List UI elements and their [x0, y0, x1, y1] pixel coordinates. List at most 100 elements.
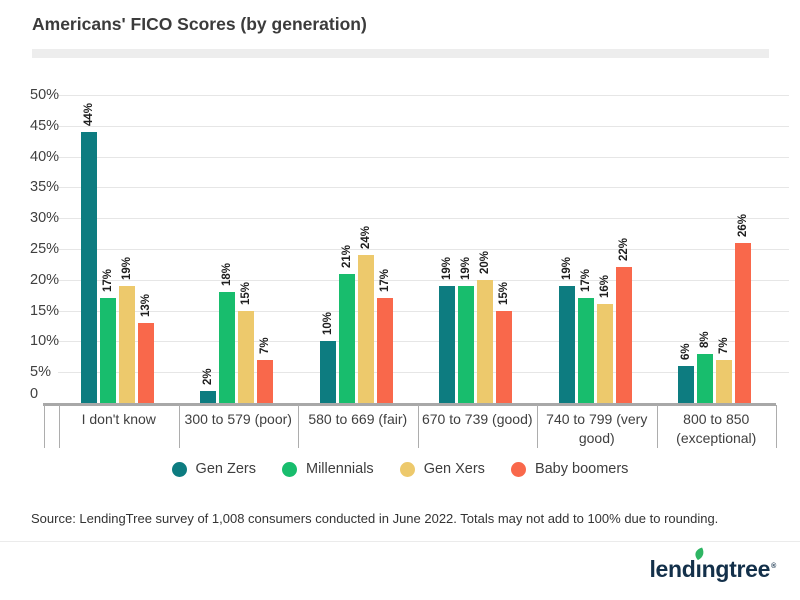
bar-value-label: 26%	[737, 213, 750, 237]
bar-gen-xers	[716, 359, 733, 403]
bar-value-label: 7%	[718, 337, 731, 354]
logo-text: lend	[649, 556, 696, 582]
bar-gen-zers	[80, 131, 97, 403]
legend-item-millennials: Millennials	[281, 461, 374, 477]
y-gridline	[58, 249, 789, 250]
x-axis-category-label: 300 to 579 (poor)	[184, 411, 292, 427]
bar-millennials	[99, 298, 116, 403]
lendingtree-logo: lendı ngtree®	[649, 547, 776, 583]
title-divider	[32, 49, 769, 58]
y-axis-label: 0	[30, 386, 39, 402]
bar-value-label: 10%	[321, 312, 334, 336]
y-gridline	[58, 372, 789, 374]
legend: Gen Zers Millennials Gen Xers Baby boomers	[0, 461, 800, 477]
bar-value-label: 7%	[259, 337, 272, 354]
x-axis-tick	[44, 405, 45, 448]
x-axis-category-label: 670 to 739 (good)	[421, 411, 533, 427]
bar-value-label: 24%	[359, 226, 372, 250]
y-axis-label: 35%	[30, 179, 60, 196]
y-axis-label: 5%	[30, 364, 51, 381]
y-axis-label: 10%	[30, 333, 60, 350]
y-gridline	[58, 125, 789, 127]
bar-value-label: 16%	[598, 275, 611, 299]
y-gridline	[58, 310, 789, 312]
bar-value-label: 8%	[699, 331, 712, 348]
x-axis-tick	[417, 405, 419, 448]
logo-letter-i: ı	[694, 547, 703, 583]
bar-value-label: 17%	[579, 269, 592, 293]
x-axis-category-label: 800 to 850 (exceptional)	[676, 411, 757, 446]
bar-gen-zers	[439, 285, 456, 403]
bar-baby-boomers	[137, 322, 154, 403]
legend-label: Gen Xers	[423, 461, 485, 477]
bar-value-label: 13%	[139, 293, 152, 317]
bar-value-label: 19%	[560, 256, 573, 280]
bar-value-label: 15%	[240, 281, 253, 305]
bar-value-label: 6%	[680, 343, 693, 361]
bar-value-label: 19%	[441, 256, 454, 280]
bar-millennials	[219, 292, 236, 403]
bar-baby-boomers	[376, 298, 393, 403]
bar-value-label: 19%	[460, 256, 473, 280]
x-axis-tick	[656, 405, 658, 448]
bar-gen-zers	[678, 366, 695, 403]
bar-value-label: 44%	[82, 102, 95, 126]
x-axis-tick	[178, 405, 180, 448]
bar-millennials	[697, 353, 714, 403]
bottom-divider	[0, 541, 800, 542]
logo-text: ngtree	[701, 556, 771, 582]
x-axis-category-label: I don't know	[81, 411, 156, 427]
x-axis-line	[43, 403, 776, 406]
y-axis-label: 40%	[30, 148, 60, 165]
bar-gen-xers	[596, 304, 613, 403]
bar-baby-boomers	[496, 310, 513, 403]
bar-millennials	[338, 273, 355, 403]
y-gridline	[58, 279, 789, 281]
bar-value-label: 17%	[378, 269, 391, 293]
legend-swatch-icon	[510, 461, 526, 477]
x-axis-tick	[298, 405, 299, 448]
y-axis-label: 30%	[30, 210, 60, 227]
legend-label: Millennials	[305, 461, 374, 477]
source-note: Source: LendingTree survey of 1,008 cons…	[31, 511, 719, 526]
bar-gen-zers	[319, 341, 336, 403]
legend-item-gen-xers: Gen Xers	[399, 461, 485, 477]
legend-item-baby-boomers: Baby boomers	[510, 461, 628, 477]
bar-gen-xers	[357, 255, 374, 403]
bar-gen-xers	[477, 279, 494, 403]
legend-item-gen-zers: Gen Zers	[171, 461, 256, 477]
x-axis-tick	[59, 405, 60, 448]
legend-label: Gen Zers	[195, 461, 256, 477]
bar-value-label: 17%	[101, 269, 114, 293]
bar-millennials	[577, 298, 594, 403]
x-axis-category-label: 580 to 669 (fair)	[308, 411, 408, 427]
y-gridline	[58, 218, 789, 220]
bar-value-label: 2%	[202, 368, 215, 385]
legend-swatch-icon	[399, 461, 415, 477]
bar-gen-zers	[200, 390, 217, 403]
leaf-icon	[694, 547, 703, 561]
y-axis-label: 15%	[30, 302, 60, 319]
bar-value-label: 18%	[221, 263, 234, 287]
x-axis-tick	[776, 405, 777, 448]
x-axis-category-label: 740 to 799 (very good)	[546, 411, 648, 446]
bar-gen-xers	[118, 285, 135, 403]
bar-baby-boomers	[257, 359, 274, 403]
bar-baby-boomers	[615, 267, 632, 403]
y-axis-label: 25%	[30, 241, 60, 257]
bar-gen-xers	[238, 310, 255, 403]
bar-millennials	[458, 285, 475, 403]
y-axis-label: 50%	[30, 87, 60, 103]
y-gridline	[58, 95, 789, 96]
y-axis-label: 20%	[30, 271, 60, 288]
bar-value-label: 20%	[479, 250, 492, 274]
y-gridline	[58, 187, 789, 189]
bar-gen-zers	[558, 285, 575, 403]
legend-swatch-icon	[171, 461, 187, 477]
bar-value-label: 15%	[498, 281, 511, 305]
x-axis-tick	[537, 405, 538, 448]
y-gridline	[58, 341, 789, 343]
bar-value-label: 22%	[617, 238, 630, 262]
y-axis-label: 45%	[30, 117, 60, 134]
